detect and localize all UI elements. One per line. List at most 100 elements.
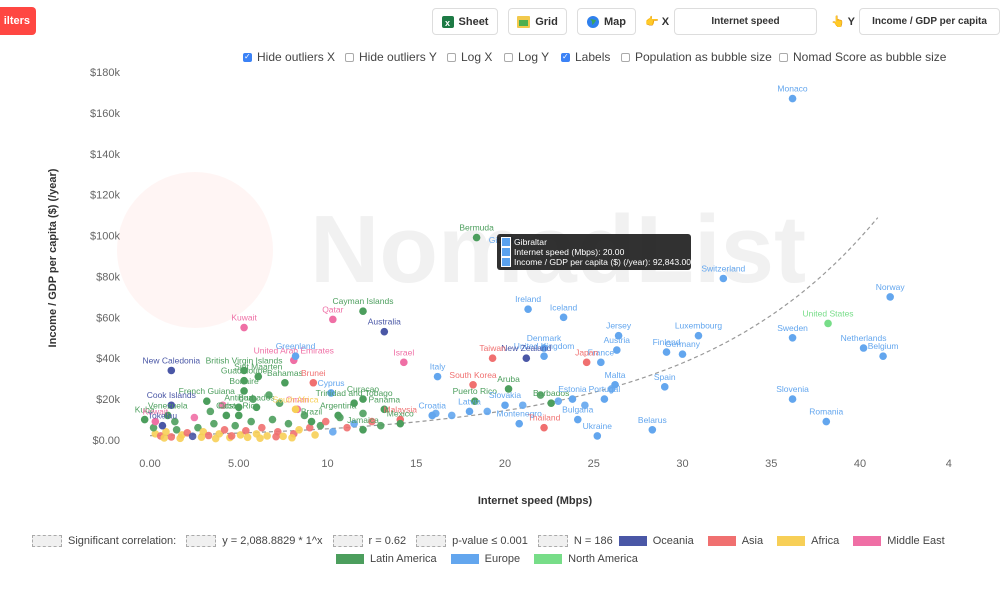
point-label: Italy: [430, 362, 446, 372]
x-axis-selector-label: 👉 X: [645, 16, 670, 28]
point-label: United States: [803, 308, 854, 318]
legend-equation: y = 2,088.8829 * 1^x: [222, 535, 323, 547]
option-hide-outliers-y[interactable]: Hide outliers Y: [345, 50, 437, 64]
data-point: [316, 421, 325, 430]
legend-label-oceania[interactable]: Oceania: [652, 535, 694, 547]
sheet-label: Sheet: [458, 15, 489, 28]
data-point: [222, 411, 231, 420]
svg-text:x: x: [445, 18, 450, 28]
legend-label-latin-america[interactable]: Latin America: [370, 553, 437, 565]
globe-icon: [587, 15, 599, 28]
option-labels[interactable]: Labels: [561, 50, 610, 64]
data-point: [359, 395, 367, 403]
option-population-bubble[interactable]: Population as bubble size: [621, 50, 772, 64]
point-label: Panama: [368, 394, 400, 404]
x-axis-title: Internet speed (Mbps): [478, 495, 593, 507]
data-point: [524, 305, 532, 313]
checkbox[interactable]: [561, 52, 570, 62]
x-axis-value: Internet speed: [711, 16, 780, 27]
data-point: [300, 411, 309, 420]
data-point: [483, 407, 492, 416]
point-label: Iceland: [550, 302, 578, 312]
option-hide-outliers-x[interactable]: Hide outliers X: [243, 50, 335, 64]
checkbox[interactable]: [779, 52, 788, 62]
point-label: Spain: [654, 372, 676, 382]
legend-swatch-oceania[interactable]: [618, 536, 647, 546]
legend-swatch-africa[interactable]: [777, 536, 806, 546]
data-point: [540, 423, 548, 432]
data-point: [210, 419, 218, 428]
option-log-x[interactable]: Log X: [447, 50, 492, 64]
map-button[interactable]: Map: [577, 8, 636, 35]
x-tick-label: 20: [499, 458, 511, 470]
data-point: [311, 431, 319, 439]
y-tick-label: $80k: [96, 271, 120, 283]
tooltip: Gibraltar Internet speed (Mbps): 20.00 I…: [497, 234, 691, 270]
legend-label-africa[interactable]: Africa: [811, 535, 840, 547]
data-point: [172, 425, 181, 434]
checkbox[interactable]: [447, 52, 456, 62]
data-point: [788, 333, 797, 342]
data-point: [167, 401, 176, 410]
legend-swatch-europe[interactable]: [450, 554, 479, 564]
data-point: [279, 432, 287, 441]
legend-swatch-middle-east[interactable]: [853, 536, 882, 546]
y-axis-select[interactable]: Income / GDP per capita: [859, 8, 1000, 35]
data-point: [263, 432, 271, 440]
point-label: Taiwan: [479, 343, 506, 353]
data-point: [568, 395, 577, 403]
data-point: [334, 411, 342, 420]
checkbox[interactable]: [621, 52, 630, 62]
data-point: [380, 405, 389, 414]
legend-label-middle-east[interactable]: Middle East: [887, 535, 945, 547]
point-label: France: [588, 347, 615, 357]
y-axis-title: Income / GDP per capita ($) (/year): [47, 168, 59, 347]
data-point: [433, 372, 442, 381]
checkbox[interactable]: [345, 52, 354, 62]
legend-swatch-latin-america[interactable]: [336, 554, 364, 564]
point-label: Bermuda: [459, 223, 494, 233]
checkbox[interactable]: [504, 52, 513, 62]
data-point: [240, 376, 248, 385]
data-point: [359, 409, 367, 418]
data-point: [204, 431, 213, 440]
point-label: Romania: [809, 407, 843, 417]
legend-label-asia[interactable]: Asia: [741, 535, 764, 547]
legend-significant: Significant correlation:: [68, 535, 177, 547]
pointing-right-icon: 👉: [645, 16, 659, 28]
data-point: [163, 411, 172, 420]
point-label: French Guiana: [179, 386, 235, 396]
legend-label-europe[interactable]: Europe: [484, 553, 521, 565]
data-point: [252, 403, 261, 412]
data-point: [678, 350, 687, 358]
data-point: [140, 415, 149, 424]
y-tick-label: $0.00: [92, 435, 120, 447]
data-point: [171, 417, 179, 426]
data-point: [284, 419, 293, 428]
sheet-button[interactable]: x Sheet: [432, 8, 498, 35]
data-point: [240, 366, 248, 375]
data-point: [573, 415, 582, 424]
x-axis-select[interactable]: Internet speed: [674, 8, 817, 35]
point-label: Belgium: [868, 341, 899, 351]
legend-label-north-america[interactable]: North America: [568, 553, 638, 565]
data-point: [256, 434, 264, 442]
legend-swatch-north-america[interactable]: [534, 554, 563, 564]
data-point: [447, 411, 456, 420]
filters-button[interactable]: ilters: [0, 7, 36, 35]
data-point: [206, 407, 215, 416]
option-nomad-score-bubble[interactable]: Nomad Score as bubble size: [779, 50, 946, 64]
option-log-y[interactable]: Log Y: [504, 50, 549, 64]
point-label: Slovenia: [776, 384, 809, 394]
y-tick-label: $60k: [96, 312, 120, 324]
legend-swatch-asia[interactable]: [707, 536, 736, 546]
data-point: [359, 307, 367, 316]
watermark-logo: [117, 172, 273, 328]
checkbox[interactable]: [243, 52, 252, 62]
data-point: [240, 387, 248, 395]
data-point: [305, 423, 314, 432]
data-point: [614, 331, 623, 340]
y-tick-label: $140k: [90, 149, 120, 161]
data-point: [879, 352, 887, 360]
grid-button[interactable]: Grid: [508, 8, 567, 35]
